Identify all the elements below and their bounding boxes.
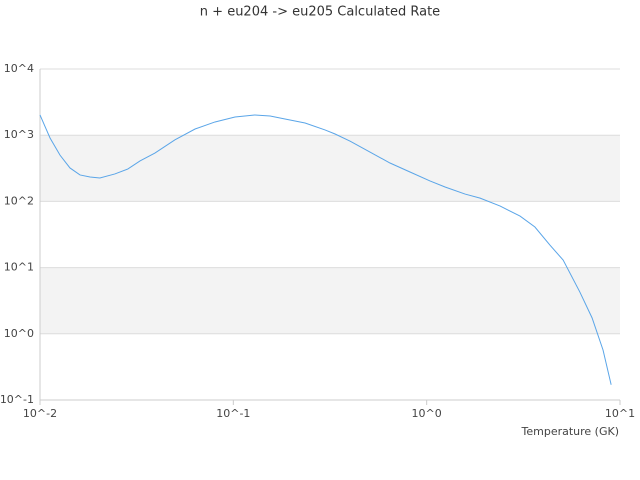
x-tick-label: 10^-2 bbox=[23, 407, 57, 420]
x-tick-label: 10^1 bbox=[605, 407, 635, 420]
x-axis-label: Temperature (GK) bbox=[521, 425, 620, 438]
y-tick-label: 10^1 bbox=[4, 261, 34, 274]
chart-title: n + eu204 -> eu205 Calculated Rate bbox=[200, 5, 440, 20]
y-tick-label: 10^0 bbox=[4, 327, 34, 340]
y-tick-label: 10^4 bbox=[4, 62, 34, 75]
grid-band bbox=[40, 267, 620, 334]
x-tick-label: 10^0 bbox=[412, 407, 442, 420]
y-tick-label: 10^3 bbox=[4, 128, 34, 141]
grid-band bbox=[40, 135, 620, 202]
y-tick-label: 10^-1 bbox=[0, 393, 34, 406]
x-tick-label: 10^-1 bbox=[216, 407, 250, 420]
y-tick-label: 10^2 bbox=[4, 194, 34, 207]
data-line bbox=[39, 114, 612, 385]
